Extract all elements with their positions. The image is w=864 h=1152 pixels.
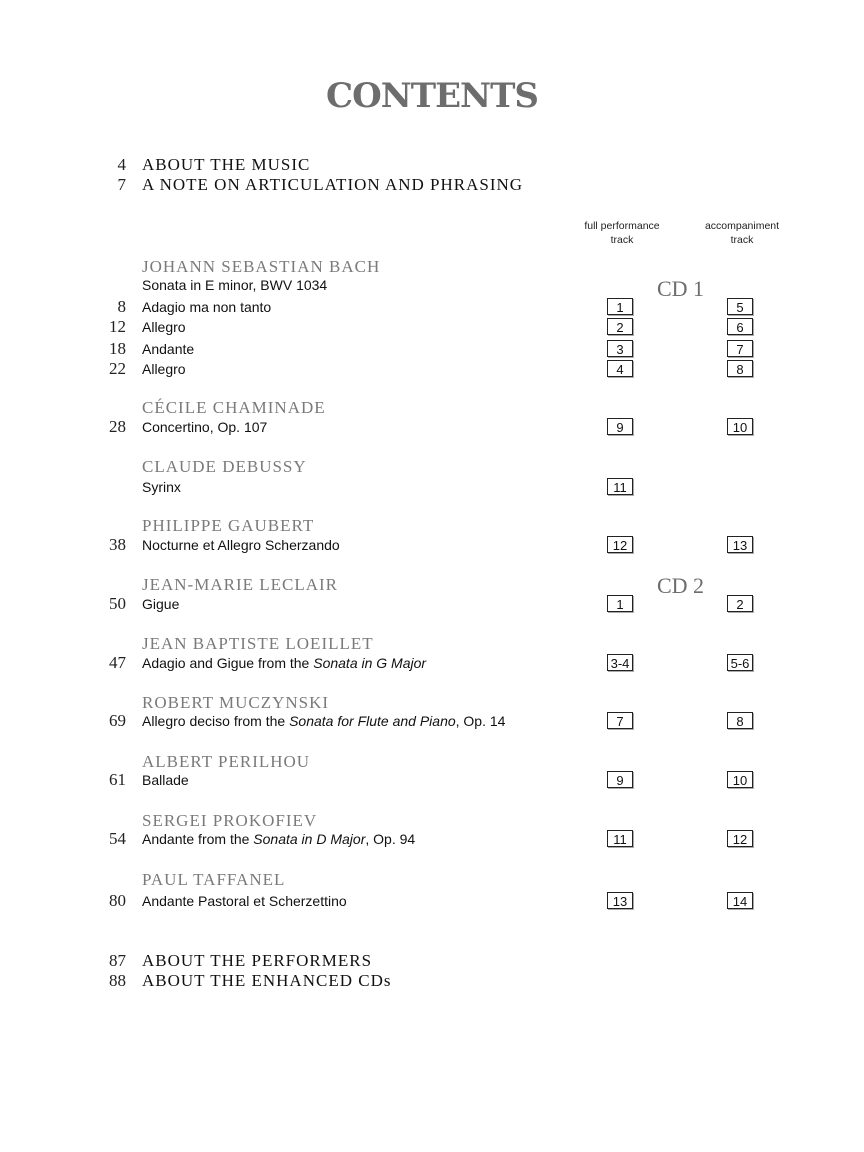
work-title-part: Allegro [142, 361, 186, 377]
page-number: 8 [117, 297, 127, 316]
page-number: 28 [109, 417, 126, 436]
full-track-number[interactable]: 11 [607, 478, 633, 495]
page-number: 4 [117, 155, 127, 174]
composer-name: JEAN-MARIE LECLAIR [142, 575, 339, 594]
accompaniment-track-number[interactable]: 12 [727, 830, 753, 847]
page-number: 22 [109, 359, 126, 378]
cd2-label: CD 2 [657, 573, 705, 598]
work-title[interactable]: Concertino, Op. 107 [142, 419, 267, 435]
full-track-number[interactable]: 11 [607, 830, 633, 847]
composer-name: CÉCILE CHAMINADE [142, 398, 326, 417]
work-subtitle: Sonata in E minor, BWV 1034 [142, 277, 328, 293]
work-title-part: Andante [142, 341, 195, 357]
section-link[interactable]: ABOUT THE ENHANCED CDs [142, 971, 392, 990]
full-track-number[interactable]: 7 [607, 712, 633, 729]
work-title[interactable]: Andante from the Sonata in D Major, Op. … [142, 831, 415, 847]
page-number: 69 [109, 711, 126, 730]
full-track-number[interactable]: 4 [607, 360, 633, 377]
full-track-number[interactable]: 1 [607, 595, 633, 612]
composer-name: JOHANN SEBASTIAN BACH [142, 257, 381, 276]
accompaniment-track-number[interactable]: 14 [727, 892, 753, 909]
work-title-part: Allegro deciso from the [142, 713, 290, 729]
work-title[interactable]: Andante [142, 341, 194, 357]
page-number: 50 [109, 594, 126, 613]
accompaniment-track-header: accompaniment track [682, 219, 802, 247]
work-title[interactable]: Andante Pastoral et Scherzettino [142, 893, 347, 909]
full-track-number[interactable]: 1 [607, 298, 633, 315]
accompaniment-track-number[interactable]: 13 [727, 536, 753, 553]
work-title[interactable]: Syrinx [142, 479, 181, 495]
work-title[interactable]: Adagio and Gigue from the Sonata in G Ma… [142, 655, 426, 671]
full-track-number[interactable]: 2 [607, 318, 633, 335]
section-link[interactable]: ABOUT THE PERFORMERS [142, 951, 373, 970]
composer-name: ALBERT PERILHOU [142, 752, 311, 771]
work-title[interactable]: Adagio ma non tanto [142, 299, 271, 315]
accompaniment-track-number[interactable]: 7 [727, 340, 753, 357]
section-link[interactable]: A NOTE ON ARTICULATION AND PHRASING [142, 175, 524, 194]
accompaniment-track-number[interactable]: 6 [727, 318, 753, 335]
page-number: 88 [109, 971, 126, 990]
accompaniment-track-number[interactable]: 5 [727, 298, 753, 315]
work-title[interactable]: Allegro deciso from the Sonata for Flute… [142, 713, 505, 729]
page-number: 80 [109, 891, 126, 910]
full-track-number[interactable]: 3 [607, 340, 633, 357]
composer-name: PHILIPPE GAUBERT [142, 516, 315, 535]
work-title[interactable]: Ballade [142, 772, 189, 788]
page-number: 12 [109, 317, 126, 336]
work-title-part: Concertino, Op. 107 [142, 419, 268, 435]
page-number: 38 [109, 535, 126, 554]
work-title-italic: Sonata in D Major [253, 831, 366, 847]
accompaniment-track-header-line1: accompaniment [704, 220, 780, 232]
work-title-italic: Sonata in G Major [313, 655, 427, 671]
composer-name: CLAUDE DEBUSSY [142, 457, 307, 476]
page-number: 7 [117, 175, 127, 194]
work-title-part: Adagio and Gigue from the [142, 655, 314, 671]
accompaniment-track-number[interactable]: 8 [727, 360, 753, 377]
work-title-part: Andante from the [142, 831, 254, 847]
full-track-number[interactable]: 9 [607, 418, 633, 435]
work-title-part: , Op. 94 [365, 831, 416, 847]
composer-name: JEAN BAPTISTE LOEILLET [142, 634, 374, 653]
full-track-number[interactable]: 12 [607, 536, 633, 553]
work-title-part: Allegro [142, 319, 186, 335]
work-title-part: Andante Pastoral et Scherzettino [142, 893, 347, 909]
accompaniment-track-number[interactable]: 5-6 [727, 654, 753, 671]
work-title-part: Adagio ma non tanto [142, 299, 272, 315]
work-title[interactable]: Allegro [142, 319, 186, 335]
page-number: 18 [109, 339, 126, 358]
work-title[interactable]: Nocturne et Allegro Scherzando [142, 537, 340, 553]
full-track-header: full performance track [562, 219, 682, 247]
work-title[interactable]: Allegro [142, 361, 186, 377]
accompaniment-track-number[interactable]: 2 [727, 595, 753, 612]
page-number: 47 [109, 653, 126, 672]
cd1-label: CD 1 [657, 276, 705, 301]
section-link[interactable]: ABOUT THE MUSIC [142, 155, 311, 174]
composer-name: ROBERT MUCZYNSKI [142, 693, 330, 712]
full-track-number[interactable]: 3-4 [607, 654, 633, 671]
work-title-part: Nocturne et Allegro Scherzando [142, 537, 340, 553]
full-track-number[interactable]: 9 [607, 771, 633, 788]
accompaniment-track-number[interactable]: 10 [727, 771, 753, 788]
page-number: 87 [109, 951, 126, 970]
work-title-part: Syrinx [142, 479, 181, 495]
page-number: 54 [109, 829, 126, 848]
accompaniment-track-number[interactable]: 10 [727, 418, 753, 435]
full-track-header-line2: track [610, 234, 634, 246]
work-title-part: Gigue [142, 596, 180, 612]
composer-name: SERGEI PROKOFIEV [142, 811, 318, 830]
full-track-number[interactable]: 13 [607, 892, 633, 909]
work-title-part: , Op. 14 [455, 713, 506, 729]
accompaniment-track-header-line2: track [730, 234, 754, 246]
work-title[interactable]: Gigue [142, 596, 179, 612]
page-title: CONTENTS [326, 76, 539, 116]
page-number: 61 [109, 770, 126, 789]
full-track-header-line1: full performance [584, 220, 660, 232]
accompaniment-track-number[interactable]: 8 [727, 712, 753, 729]
composer-name: PAUL TAFFANEL [142, 870, 286, 889]
work-title-part: Ballade [142, 772, 189, 788]
work-title-italic: Sonata for Flute and Piano [289, 713, 456, 729]
